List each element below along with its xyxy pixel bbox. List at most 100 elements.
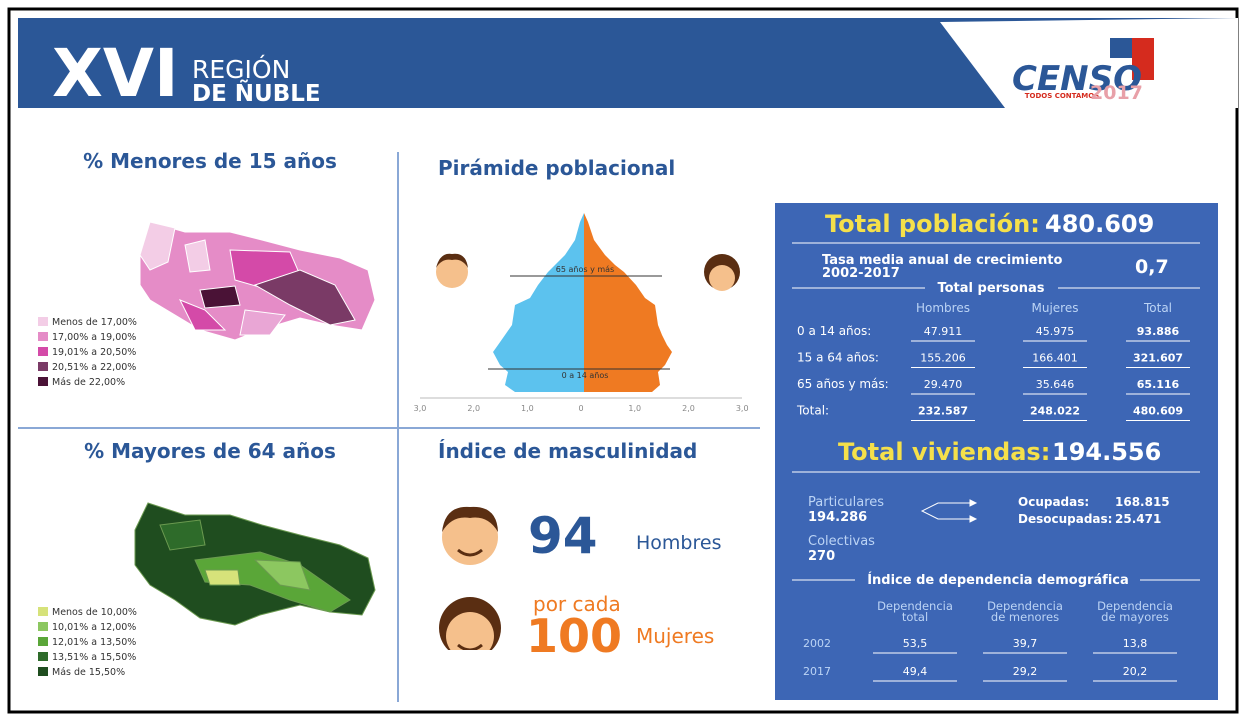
header-roman: XVI	[52, 35, 179, 112]
per-label: por cada	[533, 592, 621, 616]
pyramid-title: Pirámide poblacional	[438, 156, 675, 180]
axis-label: 1,0	[628, 404, 641, 413]
header-name: DE ÑUBLE	[192, 79, 321, 107]
pyramid-women	[584, 213, 672, 392]
growth-label: 2002-2017	[822, 266, 900, 281]
legend-label: Más de 22,00%	[52, 377, 125, 388]
row-label: 15 a 64 años:	[797, 351, 879, 365]
cell: 45.975	[1036, 325, 1075, 338]
row-label: Total:	[796, 404, 829, 418]
legend-swatch	[38, 332, 48, 341]
column-header: total	[902, 610, 928, 624]
cell: 29.470	[924, 378, 963, 391]
particulares-label: Particulares	[808, 495, 884, 510]
column-header: Hombres	[916, 301, 970, 315]
legend-swatch	[38, 637, 48, 646]
cell: 155.206	[920, 352, 966, 365]
logo-tag: TODOS CONTAMOS	[1025, 92, 1100, 100]
legend-swatch	[38, 667, 48, 676]
legend-swatch	[38, 377, 48, 386]
axis-label: 3,0	[736, 404, 749, 413]
women-label: Mujeres	[636, 624, 714, 648]
year: 2002	[803, 637, 831, 650]
axis-label: 2,0	[682, 404, 695, 413]
cell: 47.911	[924, 325, 963, 338]
cell: 248.022	[1030, 405, 1080, 418]
cell: 480.609	[1133, 405, 1183, 418]
cell: 20,2	[1123, 665, 1148, 678]
cell: 232.587	[918, 405, 968, 418]
legend-swatch	[38, 622, 48, 631]
flag-red	[1132, 38, 1154, 80]
woman-icon	[430, 597, 510, 662]
pyramid-label: 65 años y más	[556, 265, 614, 274]
pyramid-label: 0 a 14 años	[562, 371, 609, 380]
masculinity-title: Índice de masculinidad	[438, 439, 697, 463]
cell: 13,8	[1123, 637, 1148, 650]
column-header: Dependencia	[877, 599, 953, 613]
panel-rules	[792, 242, 1200, 581]
colectivas: 270	[808, 549, 835, 564]
desocupadas: 25.471	[1115, 512, 1161, 526]
colectivas-label: Colectivas	[808, 534, 875, 549]
woman-icon	[704, 254, 740, 291]
logo-year: 2017	[1090, 82, 1143, 104]
logo-backdrop	[940, 18, 1238, 108]
axis-label: 3,0	[414, 404, 427, 413]
legend-label: 12,01% a 13,50%	[52, 637, 136, 648]
men-value: 94	[528, 507, 598, 565]
column-header: Total	[1143, 301, 1172, 315]
pyramid-men	[493, 213, 584, 392]
cell: 39,7	[1013, 637, 1038, 650]
row-label: 65 años y más:	[797, 377, 889, 391]
men-label: Hombres	[636, 532, 721, 554]
legend-label: 19,01% a 20,50%	[52, 347, 136, 358]
column-header: de mayores	[1101, 610, 1169, 624]
cell: 53,5	[903, 637, 928, 650]
legend-swatch	[38, 607, 48, 616]
legend-swatch	[38, 347, 48, 356]
population: 480.609	[1045, 210, 1154, 238]
row-label: 0 a 14 años:	[797, 324, 871, 338]
man-icon	[436, 253, 468, 288]
cell: 29,2	[1013, 665, 1038, 678]
column-header: Dependencia	[987, 599, 1063, 613]
women-value: 100	[526, 609, 622, 663]
axis-label: 2,0	[467, 404, 480, 413]
column-header: Mujeres	[1032, 301, 1079, 315]
year: 2017	[803, 665, 831, 678]
stats-panel	[775, 203, 1218, 700]
legend-swatch	[38, 362, 48, 371]
legend-label: 17,00% a 19,00%	[52, 332, 136, 343]
axis-label: 0	[579, 404, 584, 413]
growth-label: Tasa media anual de crecimiento	[822, 253, 1062, 268]
population-title: Total población:	[825, 210, 1040, 238]
legend-label: Menos de 17,00%	[52, 317, 137, 328]
housing: 194.556	[1052, 438, 1161, 466]
housing-title: Total viviendas:	[838, 438, 1050, 466]
cell: 35.646	[1036, 378, 1075, 391]
cell: 93.886	[1137, 325, 1180, 338]
map-title: % Mayores de 64 años	[84, 439, 336, 463]
section-title: Índice de dependencia demográfica	[867, 572, 1129, 588]
map-elderly	[134, 502, 376, 626]
legend-swatch	[38, 652, 48, 661]
column-header: de menores	[991, 610, 1059, 624]
ocupadas-label: Ocupadas:	[1018, 495, 1089, 509]
desocupadas-label: Desocupadas:	[1018, 512, 1112, 526]
header-region: REGIÓN	[192, 54, 290, 84]
legend-swatch	[38, 317, 48, 326]
particulares: 194.286	[808, 510, 867, 525]
flag-blue	[1110, 38, 1132, 58]
legend-label: Menos de 10,00%	[52, 607, 137, 618]
column-header: Dependencia	[1097, 599, 1173, 613]
ocupadas: 168.815	[1115, 495, 1170, 509]
cell: 65.116	[1137, 378, 1180, 391]
legend-label: 20,51% a 22,00%	[52, 362, 136, 373]
map-title: % Menores de 15 años	[83, 149, 337, 173]
legend-label: 13,51% a 15,50%	[52, 652, 136, 663]
man-icon	[442, 506, 498, 565]
